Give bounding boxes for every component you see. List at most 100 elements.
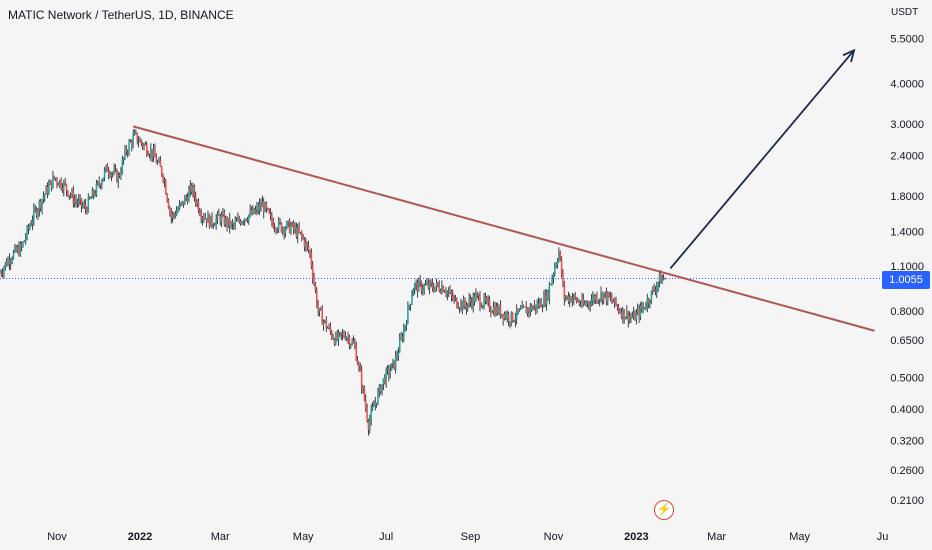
candle-body	[188, 190, 190, 202]
candle-body	[247, 214, 250, 221]
candle-body	[589, 304, 591, 306]
candle-body	[279, 220, 281, 223]
x-tick-label: Sep	[461, 531, 481, 543]
candle-body	[515, 308, 518, 319]
candle-body	[419, 280, 421, 283]
candle-body	[566, 295, 568, 298]
candle-body	[549, 284, 552, 285]
candle-body	[462, 299, 465, 310]
candle-body	[363, 387, 366, 400]
candle-body	[328, 326, 330, 328]
candle-body	[245, 218, 247, 221]
candle-body	[650, 290, 653, 303]
candle-body	[95, 183, 98, 195]
candle-body	[537, 303, 540, 307]
candle-body	[148, 155, 151, 157]
candle-body	[639, 305, 642, 317]
candle-body	[144, 144, 147, 146]
candle-body	[30, 224, 32, 226]
candle-body	[371, 406, 374, 410]
candle-body	[649, 302, 651, 304]
candle-body	[143, 144, 145, 147]
candle-body	[555, 264, 557, 267]
candle-body	[177, 209, 179, 212]
candle-body	[194, 196, 197, 204]
candle-body	[638, 308, 640, 317]
candle-body	[295, 227, 298, 238]
candle-body	[551, 277, 553, 285]
candle-body	[506, 313, 508, 319]
candle-body	[594, 295, 597, 301]
candle-body	[211, 215, 213, 225]
candle-body	[264, 203, 266, 213]
candle-body	[12, 251, 15, 259]
candle-body	[356, 360, 359, 365]
trendline	[132, 125, 875, 332]
candle-body	[218, 213, 220, 216]
candle-body	[503, 313, 506, 320]
candle-body	[124, 148, 126, 159]
candle-body	[469, 299, 472, 302]
candle-body	[513, 321, 515, 322]
candle-body	[243, 218, 246, 222]
candle-body	[257, 206, 260, 211]
candle-body	[355, 345, 358, 361]
candle-body	[196, 201, 198, 204]
candle-body	[261, 201, 264, 208]
y-tick-label: 0.5000	[890, 372, 924, 384]
candle-body	[9, 260, 12, 264]
candle-body	[208, 214, 211, 227]
candle-body	[199, 211, 201, 215]
candle-body	[596, 295, 598, 302]
candle-body	[87, 197, 90, 212]
candle-body	[302, 235, 304, 239]
candle-body	[182, 201, 185, 205]
candle-body	[160, 166, 163, 175]
candle-body	[82, 205, 84, 207]
candle-body	[118, 174, 121, 177]
candle-body	[60, 180, 62, 188]
y-tick-label: 0.2600	[890, 465, 924, 477]
candle-body	[86, 209, 88, 212]
candle-body	[567, 295, 570, 302]
candle-body	[147, 154, 149, 156]
candle-body	[647, 298, 650, 304]
candle-body	[91, 190, 94, 199]
candle-body	[275, 228, 277, 231]
candle-body	[67, 190, 69, 197]
candle-body	[626, 311, 628, 318]
candle-body	[230, 222, 232, 228]
candle-body	[605, 291, 608, 302]
candle-body	[128, 142, 130, 153]
candle-body	[27, 226, 30, 229]
candle-body	[185, 196, 188, 198]
candle-body	[120, 172, 122, 177]
candle-body	[379, 385, 382, 394]
candle-body	[488, 300, 491, 311]
candle-body	[8, 259, 11, 264]
y-tick-label: 1.8000	[890, 191, 924, 203]
x-tick-label: 2023	[624, 531, 648, 543]
candle-body	[552, 274, 555, 278]
candle-body	[269, 213, 272, 216]
candle-body	[442, 286, 445, 292]
lightning-bolt-icon[interactable]: ⚡	[654, 500, 674, 520]
candle-body	[461, 301, 464, 310]
candle-body	[116, 169, 118, 182]
candle-body	[241, 221, 243, 225]
candle-body	[453, 298, 455, 300]
candle-body	[465, 305, 468, 309]
candle-body	[186, 197, 189, 202]
candle-body	[612, 301, 615, 303]
candle-body	[578, 301, 581, 305]
candle-body	[71, 191, 73, 196]
candle-body	[642, 307, 644, 309]
candle-body	[309, 250, 311, 253]
candle-body	[219, 215, 222, 223]
candle-body	[122, 158, 125, 161]
candle-body	[141, 143, 144, 147]
candle-body	[374, 402, 377, 407]
candle-body	[412, 289, 415, 297]
candle-body	[524, 306, 526, 308]
